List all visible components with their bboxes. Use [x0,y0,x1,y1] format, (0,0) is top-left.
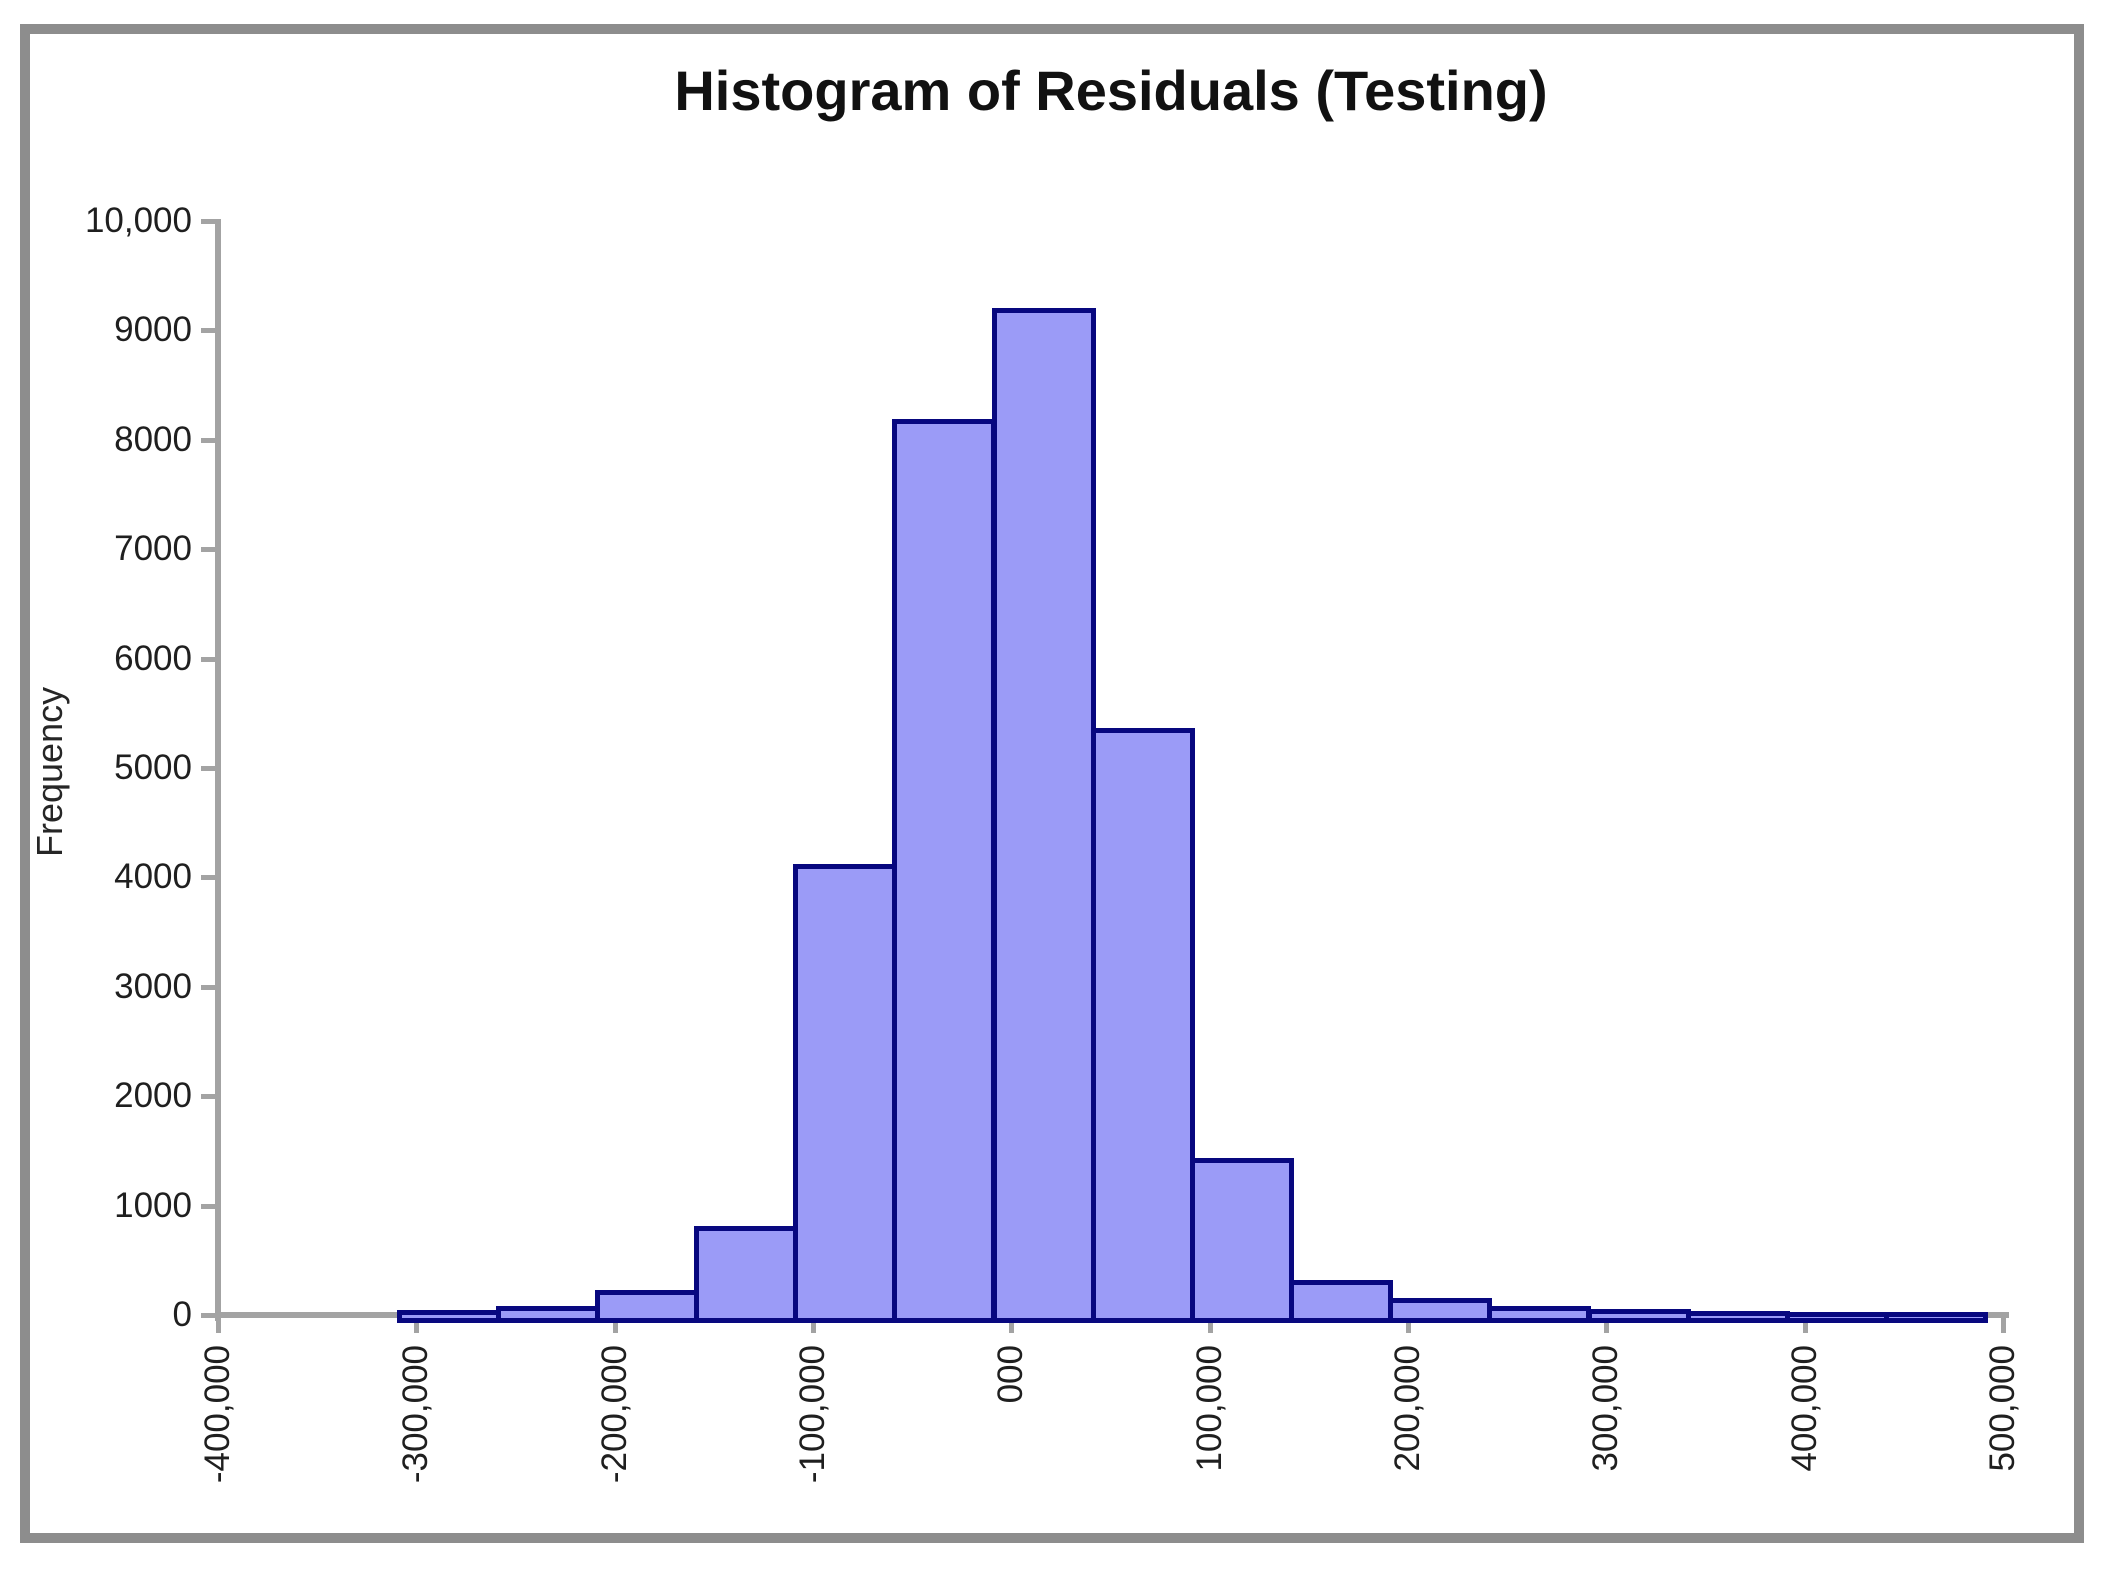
histogram-bar [1289,1280,1393,1323]
y-axis-tick [201,1094,215,1100]
histogram-bar [496,1306,600,1323]
y-tick-label: 3000 [114,966,192,1006]
x-tick-label: 400,000 [1784,1345,1824,1472]
histogram-bar [1785,1312,1889,1323]
x-axis-tick [612,1318,618,1333]
x-tick-label: 200,000 [1388,1345,1427,1472]
x-axis-tick [1009,1318,1015,1333]
x-tick-label: -200,000 [594,1345,634,1484]
x-axis-tick [811,1318,816,1333]
y-tick-label: 8000 [114,419,192,459]
x-tick-label: 000 [991,1345,1031,1404]
histogram-bar [694,1226,798,1323]
x-tick-label: -100,000 [793,1345,832,1484]
y-tick-label: 4000 [114,857,192,897]
y-axis-tick [201,656,215,662]
x-tick-label: 300,000 [1586,1345,1626,1472]
histogram-bar [793,864,897,1323]
x-axis-tick [1207,1318,1213,1333]
x-axis-tick [414,1318,420,1333]
x-tick-label: 100,000 [1189,1345,1229,1472]
chart-title: Histogram of Residuals (Testing) [674,59,1548,122]
y-axis-tick [201,1313,215,1318]
y-tick-label: 10,000 [84,201,192,240]
y-axis-tick [201,547,215,553]
y-tick-label: 5000 [114,748,192,787]
y-tick-label: 1000 [114,1185,192,1225]
histogram-bar [1884,1312,1988,1323]
histogram-bar [1686,1311,1790,1323]
x-axis-tick [1802,1318,1808,1333]
histogram-bar [1091,728,1195,1323]
y-axis-tick [201,1203,215,1209]
y-axis-tick [201,328,215,334]
y-axis-tick [201,766,215,771]
figure-border-frame [20,24,2084,1543]
histogram-bar [397,1310,501,1323]
y-tick-label: 7000 [114,529,192,569]
histogram-bar [595,1290,699,1323]
y-tick-label: 9000 [114,310,192,350]
x-tick-label: 500,000 [1983,1345,2022,1472]
y-tick-label: 2000 [114,1076,192,1116]
x-axis-tick [1604,1318,1610,1333]
histogram-bar [1388,1298,1492,1323]
histogram-bar [992,308,1096,1323]
x-axis-tick [216,1318,221,1333]
histogram-bar [1487,1306,1591,1323]
histogram-bar [892,419,996,1323]
y-axis-line [215,219,221,1321]
y-tick-label: 0 [172,1295,192,1334]
y-axis-tick [201,219,215,224]
histogram-bar [1190,1158,1294,1323]
x-axis-tick [2001,1318,2006,1333]
y-tick-label: 6000 [114,638,192,678]
y-axis-tick [201,984,215,990]
x-tick-label: -400,000 [198,1345,237,1484]
y-axis-tick [201,875,215,881]
histogram-bar [1587,1309,1691,1323]
y-axis-tick [201,437,215,443]
x-axis-tick [1406,1318,1411,1333]
x-tick-label: -300,000 [396,1345,436,1484]
